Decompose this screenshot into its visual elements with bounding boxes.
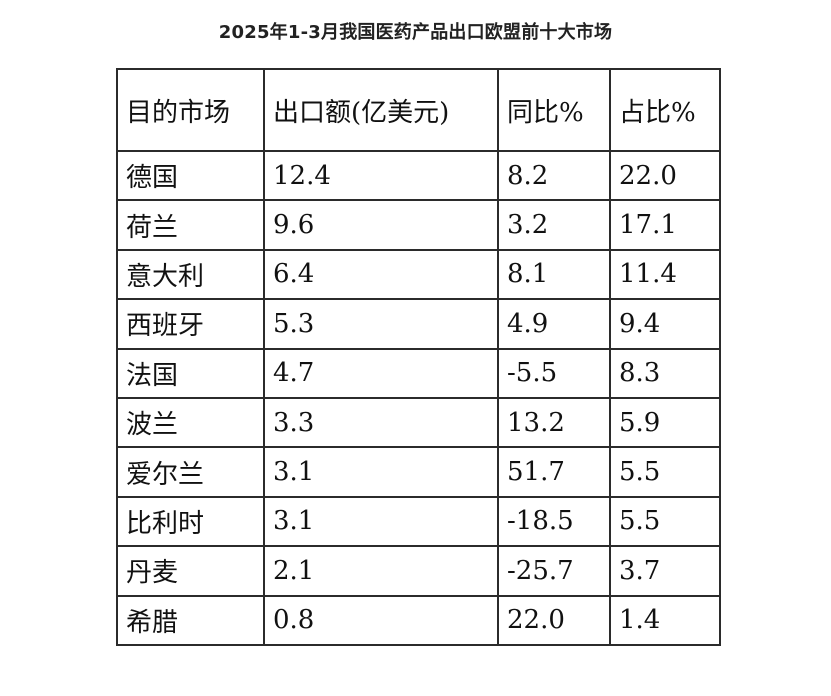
cell-market: 意大利: [116, 248, 265, 301]
cell-yoy: 4.9: [497, 298, 611, 350]
header-row: 目的市场 出口额(亿美元) 同比% 占比%: [116, 68, 721, 152]
cell-share: 9.4: [609, 298, 721, 350]
cell-yoy: 8.1: [497, 248, 611, 301]
cell-export-value: 3.1: [263, 495, 499, 548]
cell-yoy: -18.5: [497, 495, 611, 548]
table-row: 德国 12.4 8.2 22.0: [116, 149, 721, 202]
cell-share: 5.5: [609, 446, 721, 498]
cell-yoy: 51.7: [497, 446, 611, 498]
table-row: 波兰 3.3 13.2 5.9: [116, 396, 721, 449]
table-row: 希腊 0.8 22.0 1.4: [116, 594, 721, 646]
cell-market: 法国: [116, 347, 265, 399]
cell-share: 5.5: [609, 495, 721, 548]
table-row: 意大利 6.4 8.1 11.4: [116, 248, 721, 301]
cell-share: 8.3: [609, 347, 721, 399]
header-export-value: 出口额(亿美元): [263, 68, 499, 152]
cell-yoy: 22.0: [497, 594, 611, 646]
cell-share: 11.4: [609, 248, 721, 301]
cell-export-value: 5.3: [263, 298, 499, 350]
cell-export-value: 9.6: [263, 199, 499, 251]
cell-export-value: 6.4: [263, 248, 499, 301]
table-row: 比利时 3.1 -18.5 5.5: [116, 495, 721, 548]
cell-market: 西班牙: [116, 298, 265, 350]
cell-market: 比利时: [116, 495, 265, 548]
cell-export-value: 2.1: [263, 545, 499, 597]
cell-market: 希腊: [116, 594, 265, 646]
header-market: 目的市场: [116, 68, 265, 152]
table-row: 西班牙 5.3 4.9 9.4: [116, 298, 721, 350]
cell-yoy: 13.2: [497, 396, 611, 449]
table-row: 荷兰 9.6 3.2 17.1: [116, 199, 721, 251]
cell-market: 丹麦: [116, 545, 265, 597]
cell-share: 22.0: [609, 149, 721, 202]
cell-export-value: 12.4: [263, 149, 499, 202]
cell-export-value: 3.3: [263, 396, 499, 449]
chart-title: 2025年1-3月我国医药产品出口欧盟前十大市场: [218, 22, 613, 43]
cell-share: 17.1: [609, 199, 721, 251]
header-share: 占比%: [609, 68, 721, 152]
cell-yoy: -5.5: [497, 347, 611, 399]
cell-yoy: 8.2: [497, 149, 611, 202]
cell-export-value: 0.8: [263, 594, 499, 646]
cell-market: 爱尔兰: [116, 446, 265, 498]
table-row: 丹麦 2.1 -25.7 3.7: [116, 545, 721, 597]
table-row: 爱尔兰 3.1 51.7 5.5: [116, 446, 721, 498]
cell-share: 5.9: [609, 396, 721, 449]
cell-export-value: 3.1: [263, 446, 499, 498]
cell-market: 波兰: [116, 396, 265, 449]
cell-export-value: 4.7: [263, 347, 499, 399]
cell-market: 德国: [116, 149, 265, 202]
cell-share: 1.4: [609, 594, 721, 646]
header-yoy: 同比%: [497, 68, 611, 152]
cell-yoy: -25.7: [497, 545, 611, 597]
cell-yoy: 3.2: [497, 199, 611, 251]
table-row: 法国 4.7 -5.5 8.3: [116, 347, 721, 399]
cell-share: 3.7: [609, 545, 721, 597]
cell-market: 荷兰: [116, 199, 265, 251]
data-table: 目的市场 出口额(亿美元) 同比% 占比% 德国 12.4 8.2 22.0 荷…: [116, 68, 721, 646]
